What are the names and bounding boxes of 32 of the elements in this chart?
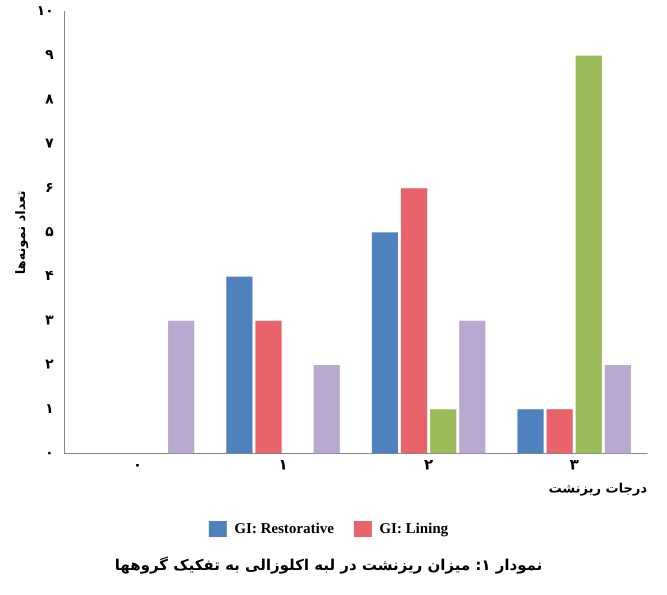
x-tick-label: ۱ [278, 455, 288, 474]
y-tick-label: ۹ [45, 47, 54, 64]
bar [459, 320, 486, 454]
y-tick-label: ۰ [45, 445, 54, 462]
y-tick-label: ۱ [45, 400, 54, 417]
bar [430, 409, 456, 454]
y-axis-title: تعداد نمونه‌ها [14, 190, 30, 274]
bar [546, 409, 573, 454]
y-tick-label: ۷ [45, 136, 54, 152]
bar [576, 56, 602, 454]
x-tick-label: ۰ [132, 455, 142, 474]
bar [400, 188, 428, 454]
text: نمودار ۱: میزان ریزنشت در لبه اکلوزالی به تفکیک گروهها [114, 556, 542, 574]
x-axis-title: درجات ریزنشت [548, 482, 648, 497]
legend-label: GI: Lining [379, 520, 449, 537]
y-tick-label: ۲ [45, 356, 54, 373]
y-tick-label: ۳ [45, 312, 54, 328]
bar [168, 320, 194, 454]
bar [604, 365, 631, 454]
y-tick-label: ۱۰ [36, 3, 54, 20]
legend-label: GI: Restorative [234, 520, 334, 537]
y-tick-label: ۴ [45, 268, 54, 284]
x-tick-label: ۲ [424, 455, 434, 474]
bar [226, 276, 252, 454]
bar [372, 232, 398, 454]
bar [255, 320, 282, 454]
x-tick-label: ۳ [570, 455, 579, 474]
y-tick-label: ۵ [45, 224, 54, 240]
bar [314, 365, 340, 454]
y-tick-label: ۸ [45, 91, 54, 108]
y-tick-label: ۶ [45, 180, 54, 196]
bar [517, 409, 544, 454]
